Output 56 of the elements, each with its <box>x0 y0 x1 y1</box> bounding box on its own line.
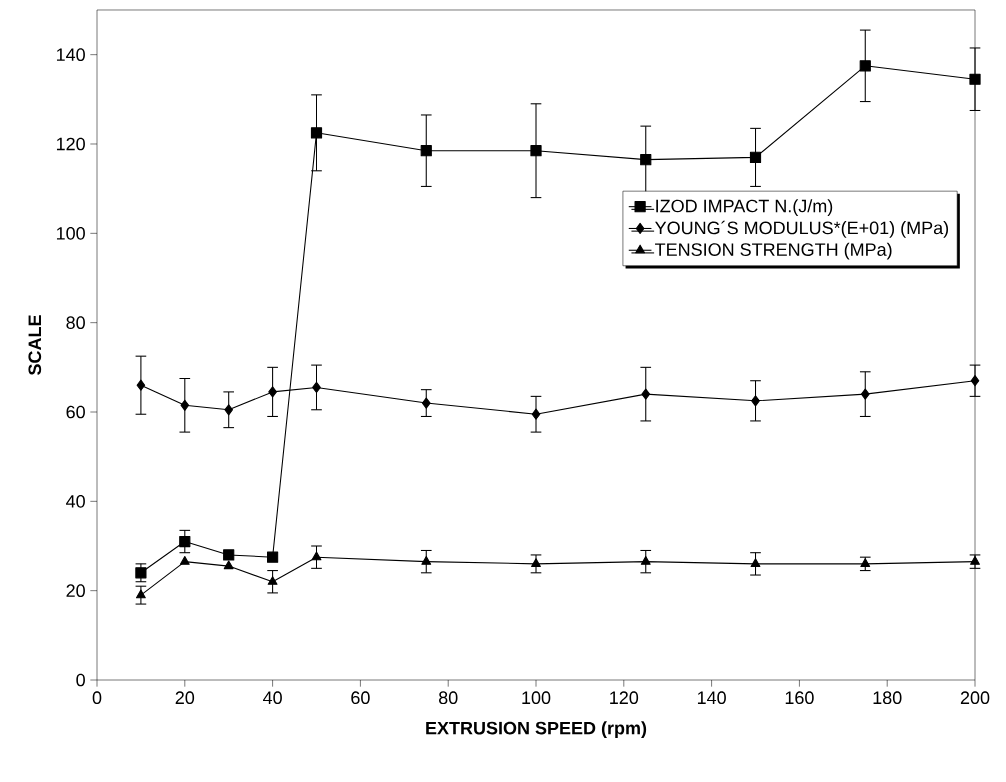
point <box>859 60 871 72</box>
x-tick-label: 100 <box>522 691 551 705</box>
point <box>267 551 279 563</box>
x-tick-label: 200 <box>960 691 990 705</box>
point <box>311 551 322 561</box>
point <box>530 145 542 157</box>
point <box>640 556 651 565</box>
point <box>223 560 234 570</box>
point <box>421 397 431 409</box>
legend-label: TENSION STRENGTH (MPa) <box>655 242 892 260</box>
y-tick-label: 40 <box>66 494 85 508</box>
point <box>860 558 871 567</box>
point <box>750 558 761 567</box>
y-tick-label: 0 <box>76 673 85 687</box>
point <box>531 408 541 420</box>
point <box>136 379 146 391</box>
y-tick-label: 80 <box>66 316 85 330</box>
point <box>135 589 146 599</box>
point <box>970 556 980 565</box>
point <box>531 558 541 567</box>
point <box>860 388 870 400</box>
x-tick-label: 180 <box>873 691 902 705</box>
point <box>224 404 234 416</box>
point <box>640 154 652 166</box>
x-axis-title: EXTRUSION SPEED (rpm) <box>426 721 647 738</box>
point <box>970 375 980 387</box>
point <box>179 556 190 565</box>
y-axis-title: SCALE <box>28 315 42 375</box>
y-tick-label: 100 <box>56 226 85 240</box>
x-tick-label: 60 <box>351 691 370 705</box>
y-tick-label: 140 <box>56 48 85 62</box>
y-tick-label: 120 <box>56 137 85 151</box>
x-tick-label: 20 <box>175 691 195 705</box>
point <box>180 399 190 411</box>
point <box>751 395 760 407</box>
x-tick-label: 40 <box>263 691 282 705</box>
point <box>310 127 323 139</box>
point <box>267 576 278 585</box>
legend-label: IZOD IMPACT N.(J/m) <box>656 199 833 216</box>
x-tick-label: 140 <box>697 691 726 705</box>
x-tick-label: 80 <box>438 691 458 705</box>
y-tick-label: 60 <box>66 405 85 419</box>
point <box>135 567 147 579</box>
y-tick-label: 20 <box>66 584 85 598</box>
legend-label: YOUNG´S MODULUS*(E+01) (MPa) <box>655 220 949 238</box>
x-tick-label: 120 <box>610 691 639 705</box>
x-tick-label: 0 <box>92 691 102 705</box>
point <box>268 386 277 398</box>
point <box>421 556 432 565</box>
x-tick-label: 160 <box>785 691 814 705</box>
point <box>969 73 981 85</box>
point <box>179 535 191 548</box>
point <box>641 388 651 400</box>
point <box>420 145 432 157</box>
point <box>749 151 762 163</box>
point <box>223 549 235 561</box>
